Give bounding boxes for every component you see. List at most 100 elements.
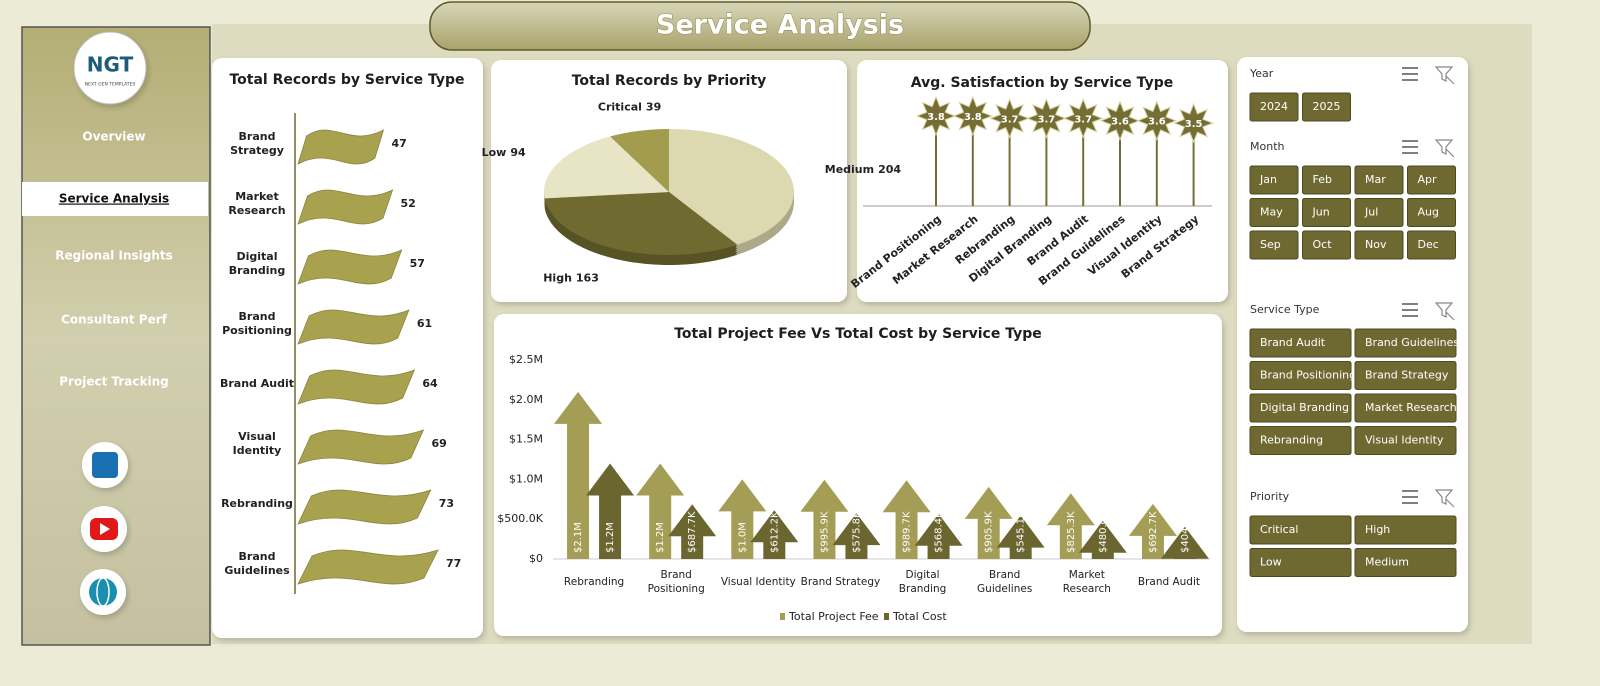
youtube-play [100,523,110,535]
value-label: 47 [391,137,406,150]
arrow-bar [1046,493,1095,559]
slicer-option: 2025 [1313,100,1341,113]
slicer-button[interactable] [1302,165,1351,195]
value-label: $575.8K [851,511,862,553]
multi-select-icon[interactable] [1402,490,1418,504]
y-tick-label-box: Rebranding [221,497,293,510]
slice [544,192,738,255]
slice [610,129,669,192]
slicer-option: Critical [1260,523,1298,536]
arrow-bar [996,515,1045,559]
arrow-bar [586,463,635,559]
slicer-button[interactable] [1249,393,1352,423]
slicer-button[interactable] [1407,198,1456,227]
star [915,95,957,137]
category-label: Medium [825,163,874,176]
y-tick-label: Market Research [228,190,286,217]
nav-item[interactable]: Service Analysis [59,192,169,206]
y-tick-label-box: Visual Identity [233,430,282,457]
x-tick-label-box: Brand Positioning [647,569,705,595]
slicer-button[interactable] [1249,328,1352,358]
value-label: 3.6 [1111,117,1129,128]
multi-select-icon[interactable] [1402,67,1418,81]
slicer-button[interactable] [1249,92,1299,122]
slicer-button[interactable] [1249,230,1299,260]
header-bar [429,1,1091,51]
x-tick-label: Brand Guidelines [977,569,1033,595]
logo-text: NGT [87,53,134,77]
y-tick-label: Rebranding [221,497,293,510]
slicer-button[interactable] [1354,515,1457,545]
x-tick-label: Rebranding [563,576,625,588]
slicer-button[interactable] [1354,230,1404,260]
slicer-button[interactable] [1249,165,1299,195]
slicer-button[interactable] [1354,361,1457,390]
y-tick-label: $0 [529,552,543,565]
value-label: 52 [401,197,416,210]
slicer-option: Brand Audit [1260,336,1326,349]
slicer-button[interactable] [1407,230,1456,260]
y-tick-label-box: Digital Branding [229,250,285,277]
slicer-option: Rebranding [1260,434,1323,447]
nav-item[interactable]: Regional Insights [55,249,173,263]
slicer-button[interactable] [1249,548,1352,577]
value-label: $687.7K [687,511,698,553]
value-label: $905.9K [984,511,995,553]
x-tick-label-box: Digital Branding [899,569,947,595]
clear-filter-icon[interactable] [1434,489,1455,508]
value-label: $1.0M [737,522,748,553]
slicer-button[interactable] [1407,165,1456,195]
slicer-button[interactable] [1249,361,1352,390]
arrow-bar [554,391,603,559]
slicer-title: Service Type [1250,303,1320,316]
nav-item[interactable]: Project Tracking [59,375,168,389]
value-label: $612.2K [769,511,780,553]
slicer-button[interactable] [1249,515,1352,545]
sidebar [21,26,211,646]
slicer-button[interactable] [1354,165,1404,195]
clear-filter-icon[interactable] [1434,139,1455,158]
slicer-button[interactable] [1354,328,1457,358]
star [1136,100,1178,142]
arrow-bar [1128,503,1177,559]
clear-filter-icon[interactable] [1434,302,1455,321]
slicer-option: Jan [1259,173,1277,186]
value-label: 3.6 [1148,117,1166,128]
slicer-button[interactable] [1354,548,1457,577]
chart-title: Total Records by Priority [572,73,767,89]
slicer-button[interactable] [1302,198,1351,227]
multi-select-icon[interactable] [1402,303,1418,317]
multi-select-icon[interactable] [1402,140,1418,154]
nav-item[interactable]: Consultant Perf [61,313,168,327]
x-tick-label-box: Brand Strategy [801,576,881,588]
slicer-button[interactable] [1302,230,1351,260]
slicer-button[interactable] [1249,426,1352,455]
chart-title: Total Project Fee Vs Total Cost by Servi… [674,326,1042,342]
slicer-button[interactable] [1354,426,1457,455]
slicer-button[interactable] [1249,198,1299,227]
arrow-bar [914,513,963,559]
legend-swatch [884,613,889,620]
nav-item[interactable]: Overview [82,130,145,144]
value-label: 3.8 [927,112,945,123]
arrow-bar [668,504,717,559]
value-label: $1.2M [605,522,616,553]
slicer-option: High [1365,523,1390,536]
value-label: $989.7K [902,511,913,553]
x-tick-label: Brand Audit [1137,576,1201,588]
x-tick-label: Brand Positioning [647,569,705,595]
value-label: 61 [417,317,432,330]
value-label: 3.5 [1185,119,1203,130]
slicer-button[interactable] [1302,92,1351,122]
slicer-option: Oct [1313,238,1333,251]
y-tick-label-box: Brand Strategy [230,130,284,157]
value-label: 204 [878,163,901,176]
bar [297,549,439,585]
clear-filter-icon[interactable] [1434,66,1455,85]
slicer-option: Mar [1365,173,1386,186]
slicer-button[interactable] [1354,198,1404,227]
slicer-option: Digital Branding [1260,401,1349,414]
y-tick-label-box: Market Research [228,190,286,217]
bar [297,189,394,225]
slicer-button[interactable] [1354,393,1457,423]
